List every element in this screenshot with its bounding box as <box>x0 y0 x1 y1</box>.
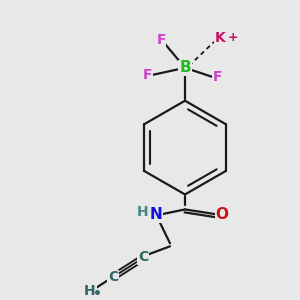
Text: O: O <box>215 207 229 222</box>
Text: C: C <box>108 270 118 284</box>
Text: H: H <box>84 284 96 298</box>
Text: F: F <box>212 70 222 84</box>
Text: B: B <box>179 60 191 75</box>
Text: H: H <box>137 206 149 219</box>
Text: K: K <box>214 31 225 45</box>
Text: +: + <box>228 32 238 44</box>
Text: N: N <box>150 207 162 222</box>
Text: F: F <box>156 33 166 47</box>
Text: F: F <box>143 68 153 82</box>
Text: C: C <box>138 250 148 264</box>
